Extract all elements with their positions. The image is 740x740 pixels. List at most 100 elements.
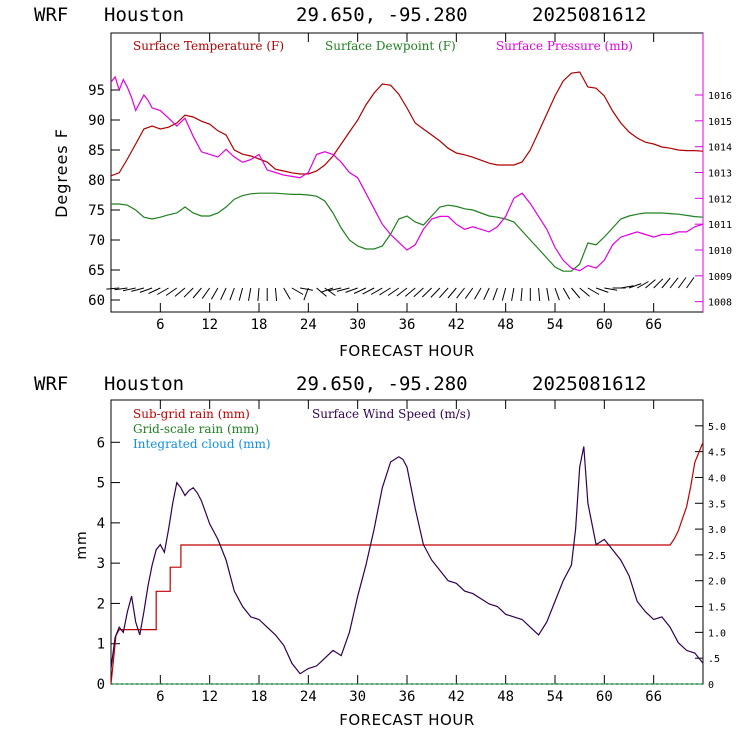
bottom-x-tick-label: 48 bbox=[497, 689, 514, 705]
legend-subgrid-rain: Sub-grid rain (mm) bbox=[133, 407, 250, 421]
top-x-tick-label: 18 bbox=[251, 317, 268, 333]
temperature-panel-frame bbox=[110, 32, 704, 313]
wind-barb bbox=[483, 287, 490, 301]
wind-barb bbox=[520, 287, 523, 302]
wind-barb bbox=[201, 287, 211, 299]
legend-pressure: Surface Pressure (mb) bbox=[496, 39, 633, 53]
bottom-x-ticks: 6 12 18 24 30 36 42 48 54 60 66 bbox=[156, 400, 662, 705]
wind-barb bbox=[492, 287, 498, 301]
bottom-y2-tick-label: 5.0 bbox=[708, 422, 726, 433]
temperature-series-line bbox=[110, 71, 704, 177]
bottom-y2-tick-label: 1.0 bbox=[708, 628, 726, 639]
bottom-run-label: 2025081612 bbox=[532, 373, 646, 395]
top-y-tick-label: 65 bbox=[88, 263, 105, 279]
wind-barb bbox=[328, 287, 342, 292]
wind-barb bbox=[677, 277, 687, 289]
wind-barb bbox=[131, 287, 145, 292]
wind-barb bbox=[345, 287, 358, 293]
wind-barb bbox=[106, 287, 120, 290]
wind-barb bbox=[511, 287, 515, 301]
bottom-x-tick-label: 60 bbox=[596, 689, 613, 705]
bottom-panel-header: WRF Houston 29.650, -95.280 2025081612 bbox=[34, 373, 646, 395]
bottom-x-axis-title: FORECAST HOUR bbox=[339, 711, 475, 729]
wind-barb bbox=[669, 277, 679, 289]
top-x-tick-label: 42 bbox=[448, 317, 465, 333]
wind-barb bbox=[579, 287, 590, 297]
top-y2-tick-label: 1013 bbox=[708, 169, 732, 180]
top-x-tick-label: 60 bbox=[596, 317, 613, 333]
wind-barb bbox=[645, 279, 656, 289]
wind-barb bbox=[379, 287, 391, 296]
wind-barb bbox=[430, 287, 441, 298]
wind-barb bbox=[122, 287, 136, 292]
wind-barb bbox=[456, 287, 465, 299]
bottom-x-tick-label: 54 bbox=[547, 689, 564, 705]
wind-barb bbox=[413, 287, 424, 298]
top-run-label: 2025081612 bbox=[532, 4, 646, 26]
wind-barb bbox=[229, 287, 235, 301]
wind-barb bbox=[291, 287, 304, 295]
bottom-y-tick-label: 0 bbox=[97, 677, 105, 693]
wind-barb bbox=[447, 287, 457, 299]
legend-wind-speed: Surface Wind Speed (m/s) bbox=[312, 407, 471, 421]
wind-barb bbox=[220, 287, 227, 301]
bottom-y2-tick-label: 3.5 bbox=[708, 499, 726, 510]
top-y-tick-label: 70 bbox=[88, 233, 105, 249]
top-y-tick-label: 90 bbox=[88, 113, 105, 129]
top-y-ticks: 60 65 70 75 80 85 90 95 bbox=[88, 83, 120, 309]
wind-barb bbox=[439, 287, 449, 299]
top-y2-tick-label: 1009 bbox=[708, 272, 732, 283]
bottom-y2-tick-label: 0 bbox=[708, 680, 714, 691]
bottom-y-tick-label: 2 bbox=[97, 596, 105, 612]
wind-speed-series-line bbox=[110, 446, 704, 675]
wind-barb bbox=[238, 287, 244, 301]
wind-barb bbox=[404, 287, 416, 297]
wind-barb bbox=[595, 287, 609, 293]
legend-grid-rain: Grid-scale rain (mm) bbox=[133, 422, 259, 436]
top-y-tick-label: 85 bbox=[88, 143, 105, 159]
wind-barb bbox=[387, 287, 400, 296]
bottom-city-label: Houston bbox=[104, 373, 184, 395]
top-x-tick-label: 54 bbox=[547, 317, 564, 333]
bottom-y2-tick-label: 3.0 bbox=[708, 525, 726, 536]
wind-barb bbox=[636, 281, 649, 289]
bottom-y2-tick-label: 2.5 bbox=[708, 551, 726, 562]
legend-dewpoint: Surface Dewpoint (F) bbox=[325, 39, 456, 53]
top-x-tick-label: 12 bbox=[201, 317, 218, 333]
top-city-label: Houston bbox=[104, 4, 184, 26]
top-y-tick-label: 75 bbox=[88, 203, 105, 219]
wind-barb bbox=[620, 285, 634, 289]
top-y-tick-label: 60 bbox=[88, 293, 105, 309]
top-legend: Surface Temperature (F) Surface Dewpoint… bbox=[133, 39, 633, 53]
wind-barb-row bbox=[106, 277, 695, 302]
wind-barb bbox=[148, 287, 161, 294]
legend-integrated-cloud: Integrated cloud (mm) bbox=[133, 437, 271, 451]
wind-barb bbox=[587, 287, 600, 295]
bottom-y-tick-label: 5 bbox=[97, 476, 105, 492]
bottom-y-axis-title: mm bbox=[74, 530, 90, 559]
wind-barb bbox=[353, 287, 367, 294]
wind-barb bbox=[210, 287, 219, 300]
wind-barb bbox=[554, 287, 560, 301]
wind-barb bbox=[370, 287, 383, 295]
bottom-y-ticks: 0 1 2 3 4 5 6 bbox=[97, 435, 120, 693]
wind-barb bbox=[192, 287, 202, 299]
top-x-tick-label: 30 bbox=[349, 317, 366, 333]
top-y-axis-title: Degrees F bbox=[52, 128, 71, 218]
legend-temperature: Surface Temperature (F) bbox=[133, 39, 284, 53]
bottom-y2-ticks: 0 .5 1.0 1.5 2.0 2.5 3.0 3.5 4.0 4.5 5.0 bbox=[695, 422, 726, 691]
wind-barb bbox=[653, 278, 664, 289]
bottom-y-tick-label: 6 bbox=[97, 435, 105, 451]
wind-barb bbox=[139, 287, 153, 293]
top-x-tick-label: 66 bbox=[645, 317, 662, 333]
top-panel-header: WRF Houston 29.650, -95.280 2025081612 bbox=[34, 4, 646, 26]
dewpoint-series-line bbox=[111, 192, 704, 272]
wind-barb bbox=[114, 287, 128, 291]
bottom-coords-label: 29.650, -95.280 bbox=[296, 373, 468, 395]
bottom-y2-tick-label: 4.5 bbox=[708, 448, 726, 459]
subgrid-rain-series-line bbox=[110, 442, 704, 685]
wind-barb bbox=[628, 283, 642, 289]
wind-barb bbox=[538, 287, 541, 302]
